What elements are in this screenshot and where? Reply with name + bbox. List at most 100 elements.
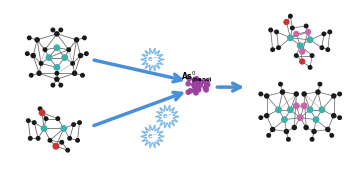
Circle shape [25,51,30,56]
Circle shape [188,89,192,93]
Circle shape [75,138,80,143]
Text: As$^0_{\mathregular{(nano)}}$: As$^0_{\mathregular{(nano)}}$ [181,69,213,86]
Circle shape [337,91,342,96]
Circle shape [194,91,198,95]
Circle shape [258,91,263,96]
Circle shape [38,61,44,66]
Circle shape [299,58,305,65]
Circle shape [266,133,271,138]
Circle shape [204,80,209,84]
Circle shape [281,116,288,123]
Circle shape [205,83,210,87]
Circle shape [53,44,60,51]
Circle shape [78,53,83,58]
Circle shape [193,88,197,93]
Circle shape [67,136,72,141]
Circle shape [38,106,42,111]
Circle shape [315,89,321,95]
Circle shape [194,84,199,89]
Circle shape [196,82,200,87]
Circle shape [196,78,201,83]
Circle shape [301,102,307,109]
Circle shape [318,82,322,87]
Circle shape [264,113,269,119]
Circle shape [337,115,342,120]
Circle shape [36,70,42,76]
Text: e$^-$: e$^-$ [147,55,158,64]
Circle shape [301,91,307,97]
Circle shape [283,19,290,25]
Circle shape [58,27,63,33]
Circle shape [45,54,52,61]
Circle shape [311,129,317,134]
Text: e$^-$: e$^-$ [162,112,173,121]
Circle shape [204,88,208,92]
Circle shape [54,71,59,76]
Circle shape [204,81,208,85]
Circle shape [307,65,313,70]
Circle shape [193,78,197,83]
Circle shape [280,89,285,95]
Circle shape [293,31,299,37]
Circle shape [59,140,64,145]
Circle shape [192,82,197,86]
Circle shape [294,53,299,58]
Circle shape [199,80,203,84]
Circle shape [264,93,269,99]
Circle shape [204,86,208,90]
Circle shape [192,83,196,87]
Circle shape [53,64,60,71]
Circle shape [287,34,294,41]
Circle shape [58,83,63,88]
Circle shape [288,14,293,19]
Circle shape [186,90,191,94]
Circle shape [77,120,82,125]
Circle shape [258,115,263,120]
Circle shape [41,125,48,132]
Circle shape [198,83,203,87]
Circle shape [42,47,48,52]
Circle shape [284,129,289,134]
Circle shape [299,49,305,55]
Circle shape [291,125,297,130]
Circle shape [290,26,295,30]
Circle shape [270,127,276,132]
Circle shape [297,114,304,121]
Circle shape [203,86,208,90]
Circle shape [50,27,56,33]
Circle shape [60,125,67,132]
Circle shape [304,24,309,29]
Circle shape [278,82,283,87]
Circle shape [38,109,45,116]
Circle shape [293,102,300,109]
Circle shape [276,45,281,50]
Circle shape [275,106,282,113]
Circle shape [325,127,331,132]
Circle shape [192,79,197,83]
Circle shape [52,143,59,150]
Text: e$^-$: e$^-$ [147,132,158,141]
Circle shape [48,138,52,143]
Circle shape [327,29,332,34]
Circle shape [297,42,304,49]
Circle shape [303,125,309,130]
Circle shape [196,88,201,92]
Circle shape [29,73,34,78]
Circle shape [74,37,79,43]
Circle shape [65,148,70,153]
Circle shape [82,35,87,40]
Circle shape [54,31,60,37]
Circle shape [331,93,337,99]
Circle shape [287,106,294,113]
Circle shape [307,36,314,43]
Circle shape [34,37,40,43]
Circle shape [66,47,71,52]
Circle shape [319,45,325,50]
Circle shape [294,91,299,97]
Circle shape [270,47,275,52]
Circle shape [193,80,198,84]
Circle shape [321,31,326,36]
Circle shape [325,47,330,52]
Circle shape [194,83,199,87]
Circle shape [27,35,32,40]
